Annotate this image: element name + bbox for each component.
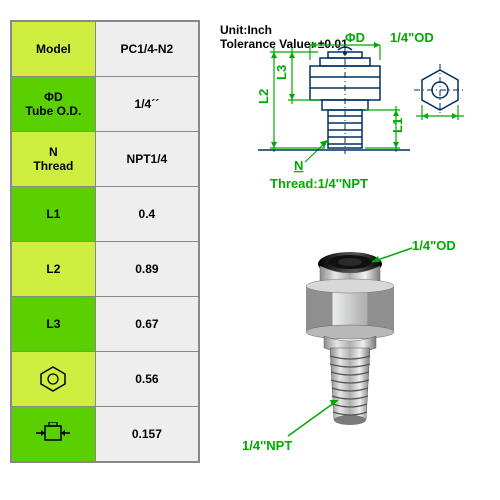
spec-value: 0.157 xyxy=(95,407,199,463)
front-view xyxy=(310,46,380,154)
threads xyxy=(330,348,370,425)
unit-text: Unit:Inch xyxy=(220,23,272,37)
spec-label: L3 xyxy=(11,297,95,352)
hex-side-view xyxy=(414,64,466,120)
spec-value: 0.56 xyxy=(95,352,199,407)
hex-body xyxy=(306,279,394,339)
technical-drawing: Unit:Inch Tolerance Value: ±0.01 ΦD 1/4"… xyxy=(210,20,490,220)
spec-value: 0.67 xyxy=(95,297,199,352)
spec-value: 1/4´´ xyxy=(95,77,199,132)
spec-table: ModelPC1/4-N2ΦD Tube O.D.1/4´´N ThreadNP… xyxy=(10,20,200,463)
hex-side-icon xyxy=(36,364,70,392)
spec-label xyxy=(11,352,95,407)
right-panel: Unit:Inch Tolerance Value: ±0.01 ΦD 1/4"… xyxy=(210,20,490,480)
n-label: N xyxy=(294,158,303,173)
spec-label: N Thread xyxy=(11,132,95,187)
photo-top-label: 1/4"OD xyxy=(412,240,456,253)
spec-label: L2 xyxy=(11,242,95,297)
spec-label xyxy=(11,407,95,463)
thread-label: Thread:1/4''NPT xyxy=(270,176,368,191)
spec-label: Model xyxy=(11,21,95,77)
l3-label: L3 xyxy=(274,65,289,80)
tolerance-text: Tolerance Value: ±0.01 xyxy=(220,37,348,51)
photo-bottom-label: 1/4''NPT xyxy=(242,438,292,453)
od14-label: 1/4"OD xyxy=(390,30,434,45)
spec-value: NPT1/4 xyxy=(95,132,199,187)
fitting-photo: 1/4"OD 1/4''NPT xyxy=(240,240,460,470)
l1-label: L1 xyxy=(390,118,405,133)
phid-label: ΦD xyxy=(345,30,365,45)
collet-icon xyxy=(33,422,73,444)
spec-value: PC1/4-N2 xyxy=(95,21,199,77)
spec-label: ΦD Tube O.D. xyxy=(11,77,95,132)
spec-value: 0.4 xyxy=(95,187,199,242)
spec-value: 0.89 xyxy=(95,242,199,297)
spec-label: L1 xyxy=(11,187,95,242)
